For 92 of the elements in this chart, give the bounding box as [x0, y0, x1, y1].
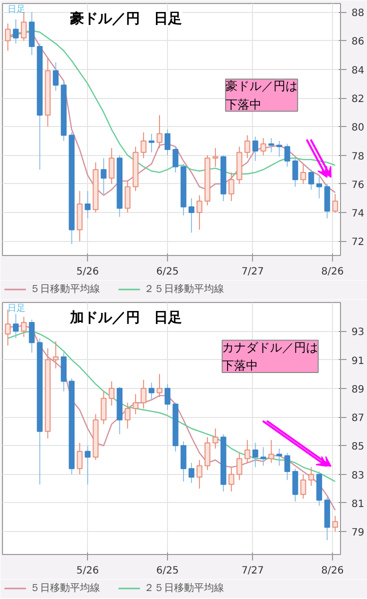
candlestick — [124, 180, 130, 214]
candlestick — [148, 382, 154, 400]
candlestick — [84, 445, 91, 485]
candlestick — [20, 316, 27, 338]
candlestick — [28, 319, 35, 354]
candlestick — [164, 384, 170, 410]
y-tick-label: 80 — [352, 122, 364, 134]
candlestick — [196, 194, 202, 230]
legend-label: ２５日移動平均線 — [144, 283, 224, 296]
candlestick — [260, 138, 266, 156]
candlestick — [140, 379, 146, 409]
candlestick — [52, 62, 59, 92]
candlestick — [204, 436, 210, 471]
legend-label: ５日移動平均線 — [30, 283, 100, 296]
candlestick — [84, 190, 91, 219]
candlestick — [308, 169, 314, 190]
candlestick — [300, 163, 306, 184]
annotation: 豪ドル／円は下落中 — [226, 79, 298, 112]
annotation: 日足 — [8, 302, 26, 314]
candlestick — [212, 428, 218, 450]
candlestick — [268, 439, 274, 464]
candlestick — [284, 452, 290, 481]
candlestick — [284, 143, 290, 168]
y-tick-label: 74 — [352, 208, 364, 220]
text: 加ドル／円 日足 — [69, 310, 182, 326]
y-tick-label: 78 — [352, 151, 364, 162]
candlestick — [268, 138, 274, 153]
candlestick — [4, 23, 11, 52]
candlestick — [316, 176, 322, 199]
x-tick-label: 8/26 — [321, 266, 344, 278]
candlestick — [180, 440, 186, 482]
candlestick — [292, 158, 298, 188]
candlestick — [108, 380, 115, 406]
y-tick-label: 85 — [352, 442, 364, 453]
x-tick-label: 6/25 — [156, 266, 179, 278]
candlestick — [252, 442, 258, 468]
candlestick — [300, 474, 306, 500]
candlestick — [236, 452, 242, 481]
annotation: カナダドル／円は下落中 — [222, 340, 318, 372]
candlestick — [188, 198, 194, 234]
candlestick — [52, 340, 59, 369]
candlestick — [148, 133, 154, 153]
candlestick — [100, 158, 107, 196]
x-tick-label: 7/27 — [241, 266, 264, 278]
legend-label: ５日移動平均線 — [30, 582, 100, 595]
candlestick — [332, 193, 338, 214]
candlestick — [124, 402, 130, 429]
candlestick — [260, 446, 266, 466]
candlestick — [108, 148, 115, 184]
candlestick — [212, 148, 218, 168]
y-tick-label: 81 — [352, 498, 364, 510]
candlestick — [132, 394, 138, 415]
y-tick-label: 93 — [352, 327, 364, 338]
y-tick-label: 87 — [352, 413, 364, 424]
candlestick — [244, 134, 250, 159]
candlestick — [292, 468, 298, 502]
x-tick-label: 5/26 — [76, 266, 99, 278]
y-tick-label: 91 — [352, 356, 364, 367]
x-tick-label: 8/26 — [321, 566, 344, 576]
candlestick — [76, 442, 83, 475]
x-tick-label: 5/26 — [76, 566, 99, 576]
candlestick — [332, 515, 338, 532]
candlestick — [100, 390, 107, 425]
y-tick-label: 72 — [352, 237, 364, 248]
candlestick — [172, 146, 178, 173]
y-tick-label: 88 — [352, 8, 364, 20]
candlestick — [308, 466, 314, 486]
candlestick — [20, 12, 27, 42]
candlestick — [156, 114, 162, 149]
annotation: 日足 — [8, 4, 26, 15]
candlestick — [12, 313, 19, 339]
candlestick — [196, 460, 202, 490]
y-tick-label: 76 — [352, 180, 364, 191]
candlestick — [228, 172, 234, 202]
candlestick — [244, 439, 250, 464]
legend-label: ２５日移動平均線 — [144, 582, 224, 595]
y-tick-label: 83 — [352, 470, 364, 482]
candlestick — [12, 18, 19, 44]
candlestick — [188, 462, 194, 484]
candlestick — [156, 374, 162, 398]
x-tick-label: 6/25 — [156, 566, 179, 576]
y-tick-label: 79 — [352, 528, 364, 539]
text: 豪ドル／円 日足 — [69, 11, 182, 28]
y-tick-label: 84 — [352, 65, 364, 76]
x-tick-label: 7/27 — [241, 566, 264, 576]
y-tick-label: 82 — [352, 94, 364, 105]
candlestick — [164, 129, 170, 156]
y-tick-label: 86 — [352, 36, 364, 48]
candlestick — [228, 466, 234, 492]
y-tick-label: 89 — [352, 384, 364, 396]
candlestick — [252, 136, 258, 162]
candlestick — [140, 132, 146, 159]
